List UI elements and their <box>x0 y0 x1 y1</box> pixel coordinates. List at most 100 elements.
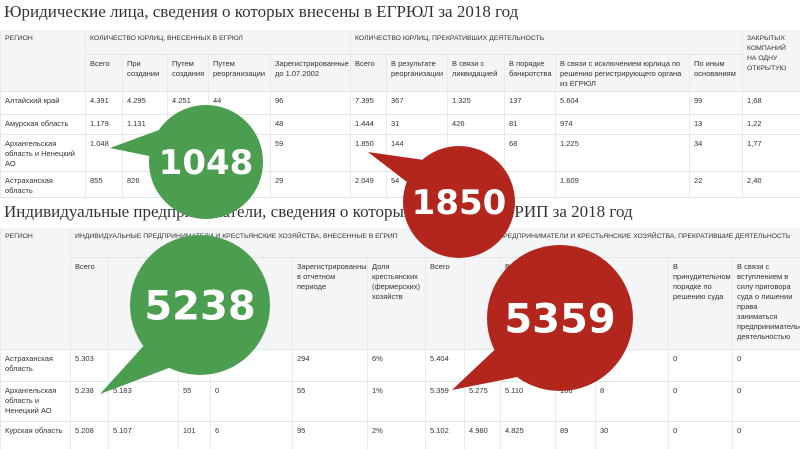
value-cell: 1.225 <box>555 135 689 172</box>
value-cell: 855 <box>85 172 122 198</box>
value-cell: 5.183 <box>108 382 178 422</box>
value-cell: 6% <box>367 350 425 382</box>
value-cell: 5.275 <box>464 382 500 422</box>
value-cell: 5.107 <box>108 422 178 449</box>
column-header: В принудительном порядке по решению суда <box>668 258 732 350</box>
column-header: В связи с исключением юрлица по решению … <box>555 55 689 92</box>
region-cell: Астраханская область <box>0 350 70 382</box>
value-cell: 0 <box>668 382 732 422</box>
value-cell: 0 <box>668 422 732 449</box>
value-cell: 81 <box>504 115 555 135</box>
value-cell: 5.208 <box>70 422 108 449</box>
value-cell: 59 <box>270 135 350 172</box>
callout-tail <box>110 130 159 157</box>
column-header: По иным основаниям <box>689 55 742 92</box>
column-header: Всего <box>350 55 386 92</box>
value-cell: 30 <box>595 422 668 449</box>
value-cell: 4.980 <box>464 422 500 449</box>
value-cell: 44 <box>208 92 270 115</box>
value-cell: 22 <box>689 172 742 198</box>
callout-text: 5359 <box>504 296 615 342</box>
column-header: В порядке банкротства <box>504 55 555 92</box>
region-cell: Архангельская область и Ненецкий АО <box>0 135 85 172</box>
value-cell: 974 <box>555 115 689 135</box>
value-cell: 1.444 <box>350 115 386 135</box>
value-cell: 5.359 <box>425 382 464 422</box>
value-cell: 99 <box>689 92 742 115</box>
value-cell: 4.295 <box>122 92 167 115</box>
value-cell <box>108 350 178 382</box>
value-cell: 1,68 <box>742 92 800 115</box>
section-title: Юридические лица, сведения о которых вне… <box>4 2 519 21</box>
value-cell: 68 <box>504 135 555 172</box>
column-header: В связи с ликвидацией <box>447 55 504 92</box>
value-cell: 0 <box>732 350 800 382</box>
group-header: ИНДИВИДУАЛЬНЫЕ ПРЕДПРИНИМАТЕЛИ И КРЕСТЬЯ… <box>70 228 425 258</box>
value-cell: 5.404 <box>425 350 464 382</box>
value-cell: 1.850 <box>350 135 386 172</box>
value-cell: 96 <box>270 92 350 115</box>
region-header: РЕГИОН <box>0 228 70 350</box>
column-header: Зарегистрированные до 1.07.2002 <box>270 55 350 92</box>
value-cell: 8 <box>595 382 668 422</box>
value-cell: 1.048 <box>85 135 122 172</box>
column-header: Зарегистрированные в отчетном периоде <box>292 258 367 350</box>
column-header: Путем создания <box>167 55 208 92</box>
column-header: В результате реорганизации <box>386 55 447 92</box>
column-header: При создании <box>122 55 167 92</box>
callout-tail <box>368 152 423 182</box>
value-cell: 6 <box>210 422 292 449</box>
value-cell: 55 <box>178 382 210 422</box>
callout-text: 1048 <box>159 143 254 183</box>
value-cell: 4.391 <box>85 92 122 115</box>
value-cell: 2,40 <box>742 172 800 198</box>
region-cell: Курская область <box>0 422 70 449</box>
value-cell: 1% <box>367 382 425 422</box>
value-cell: 95 <box>292 422 367 449</box>
callout-tail <box>100 346 170 394</box>
value-cell: 34 <box>689 135 742 172</box>
region-cell: Амурская область <box>0 115 85 135</box>
column-header: Всего <box>70 258 108 350</box>
value-cell: 0 <box>668 350 732 382</box>
value-cell: 1,22 <box>742 115 800 135</box>
value-cell: 2% <box>367 422 425 449</box>
region-cell: Архангельская область и Ненецкий АО <box>0 382 70 422</box>
value-cell: 13 <box>689 115 742 135</box>
value-cell: 826 <box>122 172 167 198</box>
value-cell: 5.102 <box>425 422 464 449</box>
column-header: Всего <box>425 258 464 350</box>
value-cell: 1.325 <box>447 92 504 115</box>
callout-bubble <box>149 105 263 219</box>
value-cell: 1.179 <box>85 115 122 135</box>
value-cell: 4.825 <box>500 422 555 449</box>
value-cell: 55 <box>292 382 367 422</box>
callout-text: 5238 <box>144 283 255 329</box>
value-cell: 48 <box>270 115 350 135</box>
group-header: ЗАКРЫТЫХ КОМПАНИЙ НА ОДНУ ОТКРЫТУЮ <box>742 30 800 92</box>
value-cell: 29 <box>270 172 350 198</box>
value-cell: 0 <box>732 382 800 422</box>
callout-bubble <box>403 146 515 258</box>
group-header: КОЛИЧЕСТВО ЮРЛИЦ, ПРЕКРАТИВШИХ ДЕЯТЕЛЬНО… <box>350 30 742 55</box>
value-cell: 1.131 <box>122 115 167 135</box>
value-cell: 5.604 <box>555 92 689 115</box>
value-cell: 426 <box>447 115 504 135</box>
value-cell <box>122 135 167 172</box>
value-cell: 5.238 <box>70 382 108 422</box>
column-header: Всего <box>85 55 122 92</box>
group-header: КОЛИЧЕСТВО ЮРЛИЦ, ВНЕСЕННЫХ В ЕГРЮЛ <box>85 30 350 55</box>
callout-text: 1850 <box>412 183 507 223</box>
value-cell: 7.395 <box>350 92 386 115</box>
value-cell: 31 <box>386 115 447 135</box>
value-cell: 0 <box>732 422 800 449</box>
value-cell: 367 <box>386 92 447 115</box>
value-cell: 2.049 <box>350 172 386 198</box>
value-cell: 1,77 <box>742 135 800 172</box>
value-cell: 0 <box>210 382 292 422</box>
column-header: Доля крестьянских (фермерских) хозяйств <box>367 258 425 350</box>
value-cell: 5.110 <box>500 382 555 422</box>
column-header: В связи с вступлением в силу приговора с… <box>732 258 800 350</box>
value-cell: 294 <box>292 350 367 382</box>
